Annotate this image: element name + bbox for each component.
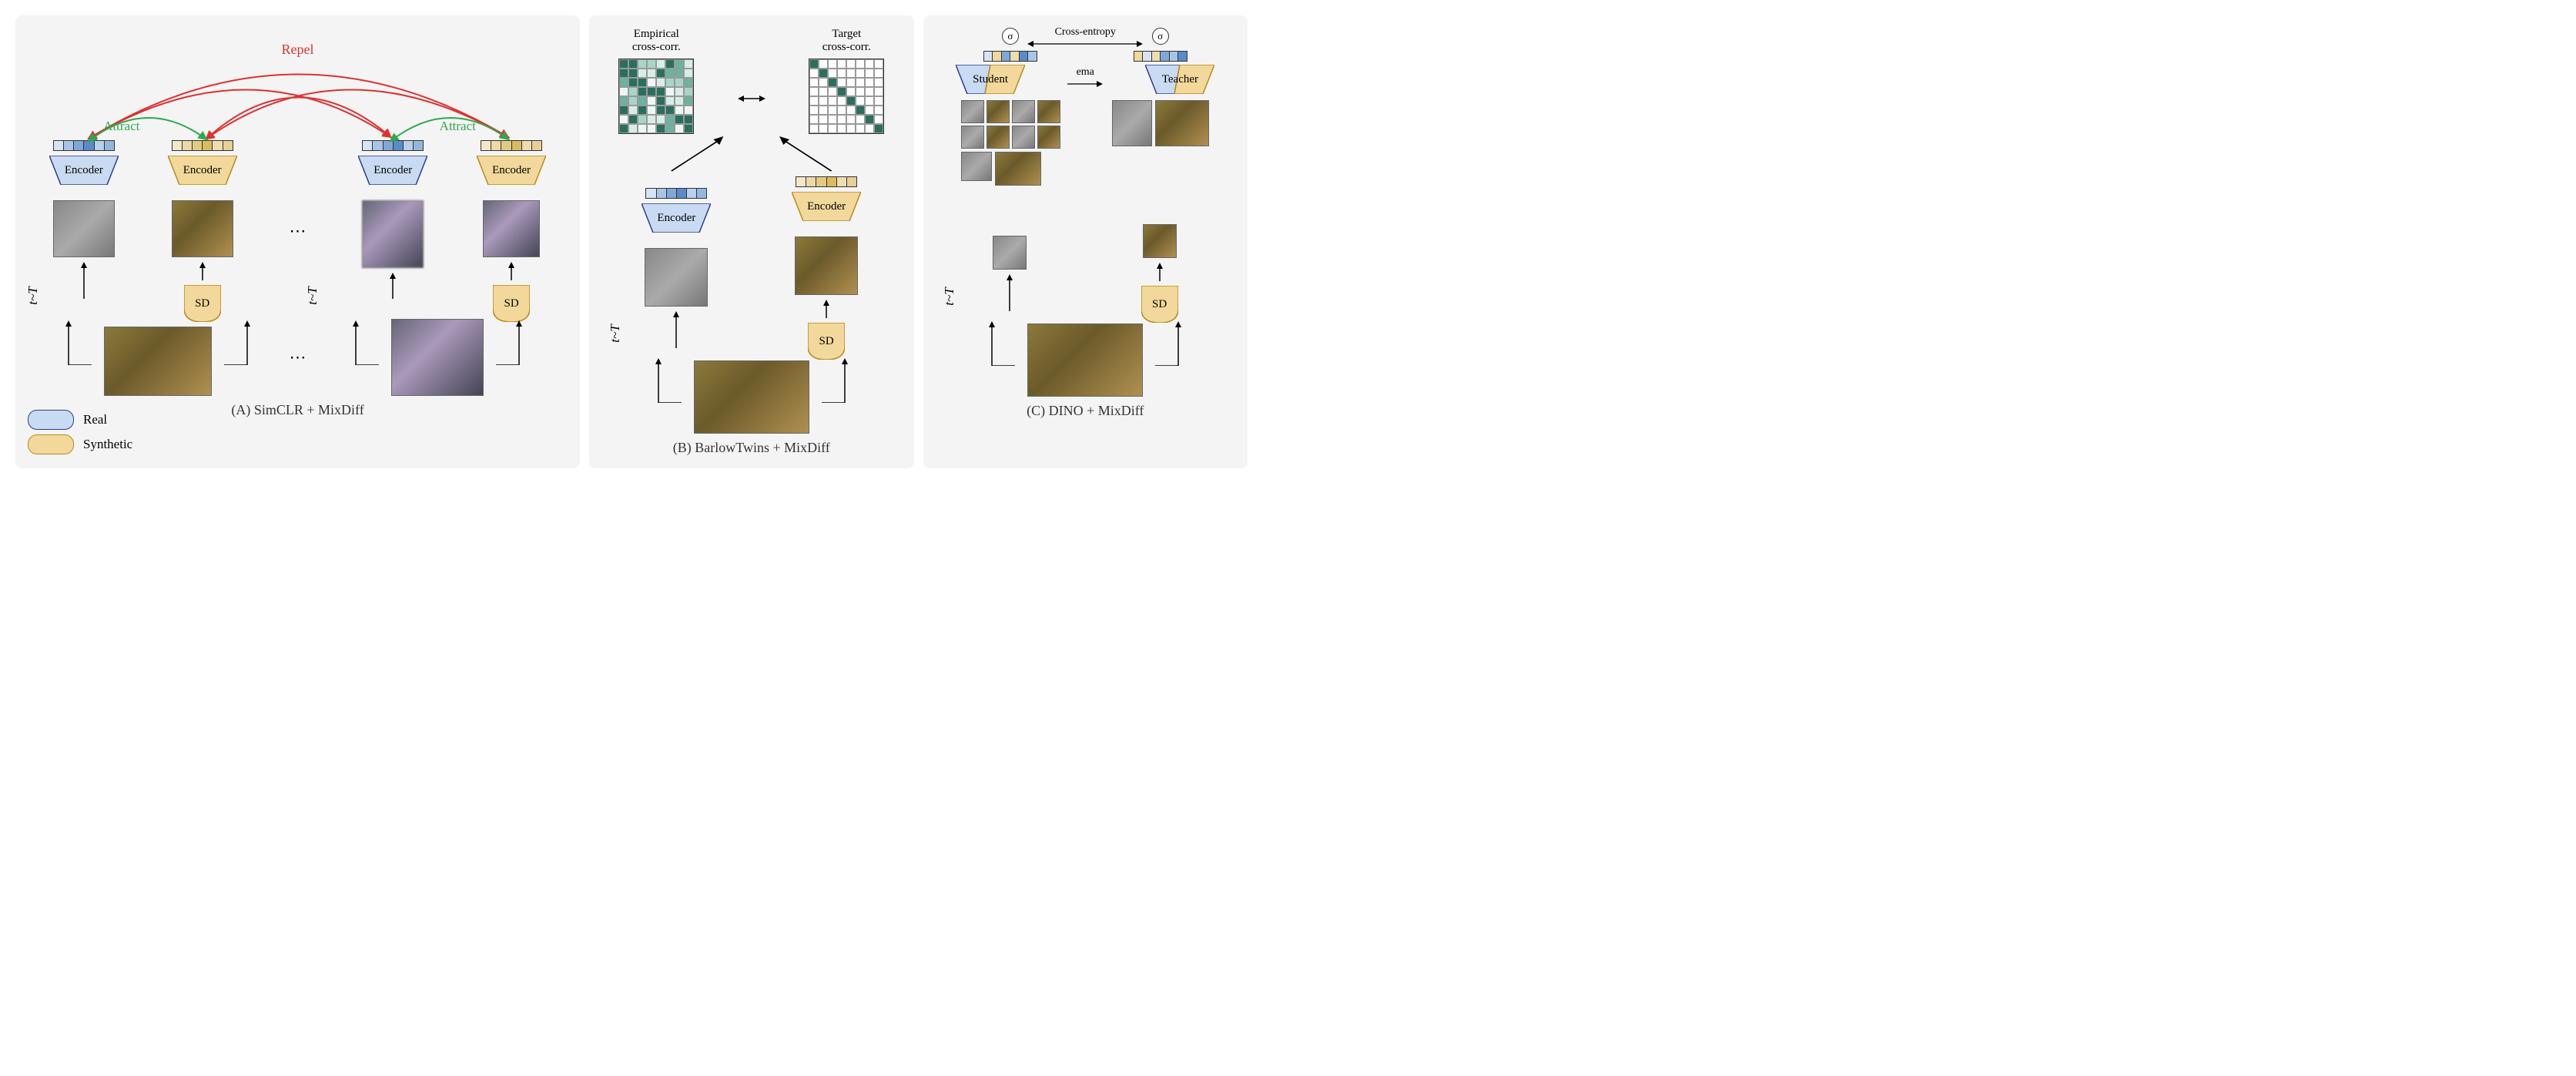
arrow-branch-a2-left: [348, 319, 387, 365]
teacher-crops: [1112, 100, 1209, 146]
col-a2: Encoder SD: [168, 140, 237, 322]
embed-b-synth: [796, 176, 857, 187]
arrow-up-a3: [388, 273, 397, 299]
arrow-branch-b-right: [814, 357, 853, 403]
img-src-pelican: [391, 319, 484, 396]
dots-1: ⋯: [286, 221, 309, 241]
figure-container: Repel Attract Attract Encoder: [15, 15, 1248, 468]
title-b: (B) BarlowTwins + MixDiff: [601, 440, 901, 456]
img-src-b: [694, 360, 809, 434]
dots-2: ⋯: [290, 347, 307, 367]
b-upward-arrows: [601, 134, 901, 173]
legend: Real Synthetic: [28, 410, 132, 459]
col-b-synth: Encoder SD: [792, 176, 861, 360]
attract-label-left: Attract: [103, 119, 139, 134]
encoder-real-2: Encoder: [358, 156, 427, 185]
empirical-label: Empirical cross-corr.: [632, 28, 681, 55]
arrow-up-b1: [672, 311, 681, 348]
student-crops: [961, 100, 1060, 186]
arrow-up-c1: [1005, 274, 1014, 311]
img-src-turtle: [104, 327, 212, 396]
arrow-branch-a2-right: [488, 319, 527, 365]
ema-label: ema: [1066, 66, 1104, 79]
img-src-c: [1027, 323, 1143, 397]
embed-c-teacher: [1134, 51, 1188, 62]
panel-c: σ Cross-entropy σ Studen: [923, 15, 1248, 468]
tT-a2: t~T: [305, 287, 320, 304]
arrow-up-a1: [79, 262, 89, 299]
encoder-real-1: Encoder: [49, 156, 119, 185]
encoder-b-real: Encoder: [641, 203, 711, 233]
arrow-branch-a-right: [216, 319, 255, 365]
legend-synth-label: Synthetic: [83, 437, 132, 452]
sigma-right: σ: [1152, 28, 1169, 45]
repel-label: Repel: [28, 42, 568, 58]
title-c: (C) DINO + MixDiff: [936, 403, 1235, 419]
img-a4-aug: [483, 200, 540, 257]
encoder-b-synth: Encoder: [792, 192, 861, 221]
col-a1: Encoder: [49, 140, 119, 299]
tT-a1: t~T: [25, 287, 41, 304]
arcs-svg: [15, 18, 580, 149]
arrow-branch-c-left: [984, 320, 1023, 366]
embed-c-student: [983, 51, 1037, 62]
img-a3-aug: [362, 200, 424, 268]
col-a3: Encoder: [358, 140, 427, 299]
attract-label-right: Attract: [440, 119, 476, 134]
arrow-up-c2: [1155, 263, 1164, 281]
sd-a4: SD: [493, 285, 530, 322]
sd-a2: SD: [184, 285, 221, 322]
arrow-branch-a-left: [61, 319, 99, 365]
embed-b-real: [645, 188, 707, 199]
target-matrix: [809, 59, 884, 134]
crossentropy-label: Cross-entropy: [1055, 26, 1116, 39]
legend-real-label: Real: [83, 412, 107, 427]
panel-a: Repel Attract Attract Encoder: [15, 15, 580, 468]
img-b-synth-aug: [795, 236, 858, 295]
target-label: Target cross-corr.: [822, 28, 871, 55]
sd-c: SD: [1141, 286, 1178, 323]
legend-synth-badge: [28, 434, 74, 454]
col-c-synth: SD: [1141, 224, 1178, 323]
arrow-branch-b-left: [651, 357, 689, 403]
arrow-up-a4: [507, 262, 516, 280]
arrow-up-a2: [198, 262, 207, 280]
teacher-block: Teacher: [1145, 65, 1214, 94]
encoder-synth-2: Encoder: [477, 156, 546, 185]
ema-arrow: [1066, 79, 1104, 89]
tT-c: t~T: [942, 287, 957, 305]
arrow-up-b2: [822, 300, 831, 318]
encoder-synth-1: Encoder: [168, 156, 237, 185]
ce-double-arrow: [1027, 39, 1143, 49]
img-a1-aug: [53, 200, 115, 257]
sd-b: SD: [808, 323, 845, 360]
col-b-real: Encoder: [641, 188, 711, 348]
img-a2-aug: [172, 200, 233, 257]
tT-b: t~T: [608, 324, 623, 342]
col-a4: Encoder SD: [477, 140, 546, 322]
double-arrow-icon: [738, 93, 765, 104]
sigma-left: σ: [1002, 28, 1019, 45]
legend-real-badge: [28, 410, 74, 430]
img-b-real-aug: [645, 248, 708, 307]
img-c-synth-aug: [1143, 224, 1177, 258]
empirical-matrix: [618, 59, 694, 134]
col-c-real: [993, 236, 1027, 311]
img-c-real-aug: [993, 236, 1027, 270]
arrow-branch-c-right: [1147, 320, 1186, 366]
panel-b: Empirical cross-corr. Target cross-corr.: [589, 15, 913, 468]
student-block: Student: [956, 65, 1025, 94]
